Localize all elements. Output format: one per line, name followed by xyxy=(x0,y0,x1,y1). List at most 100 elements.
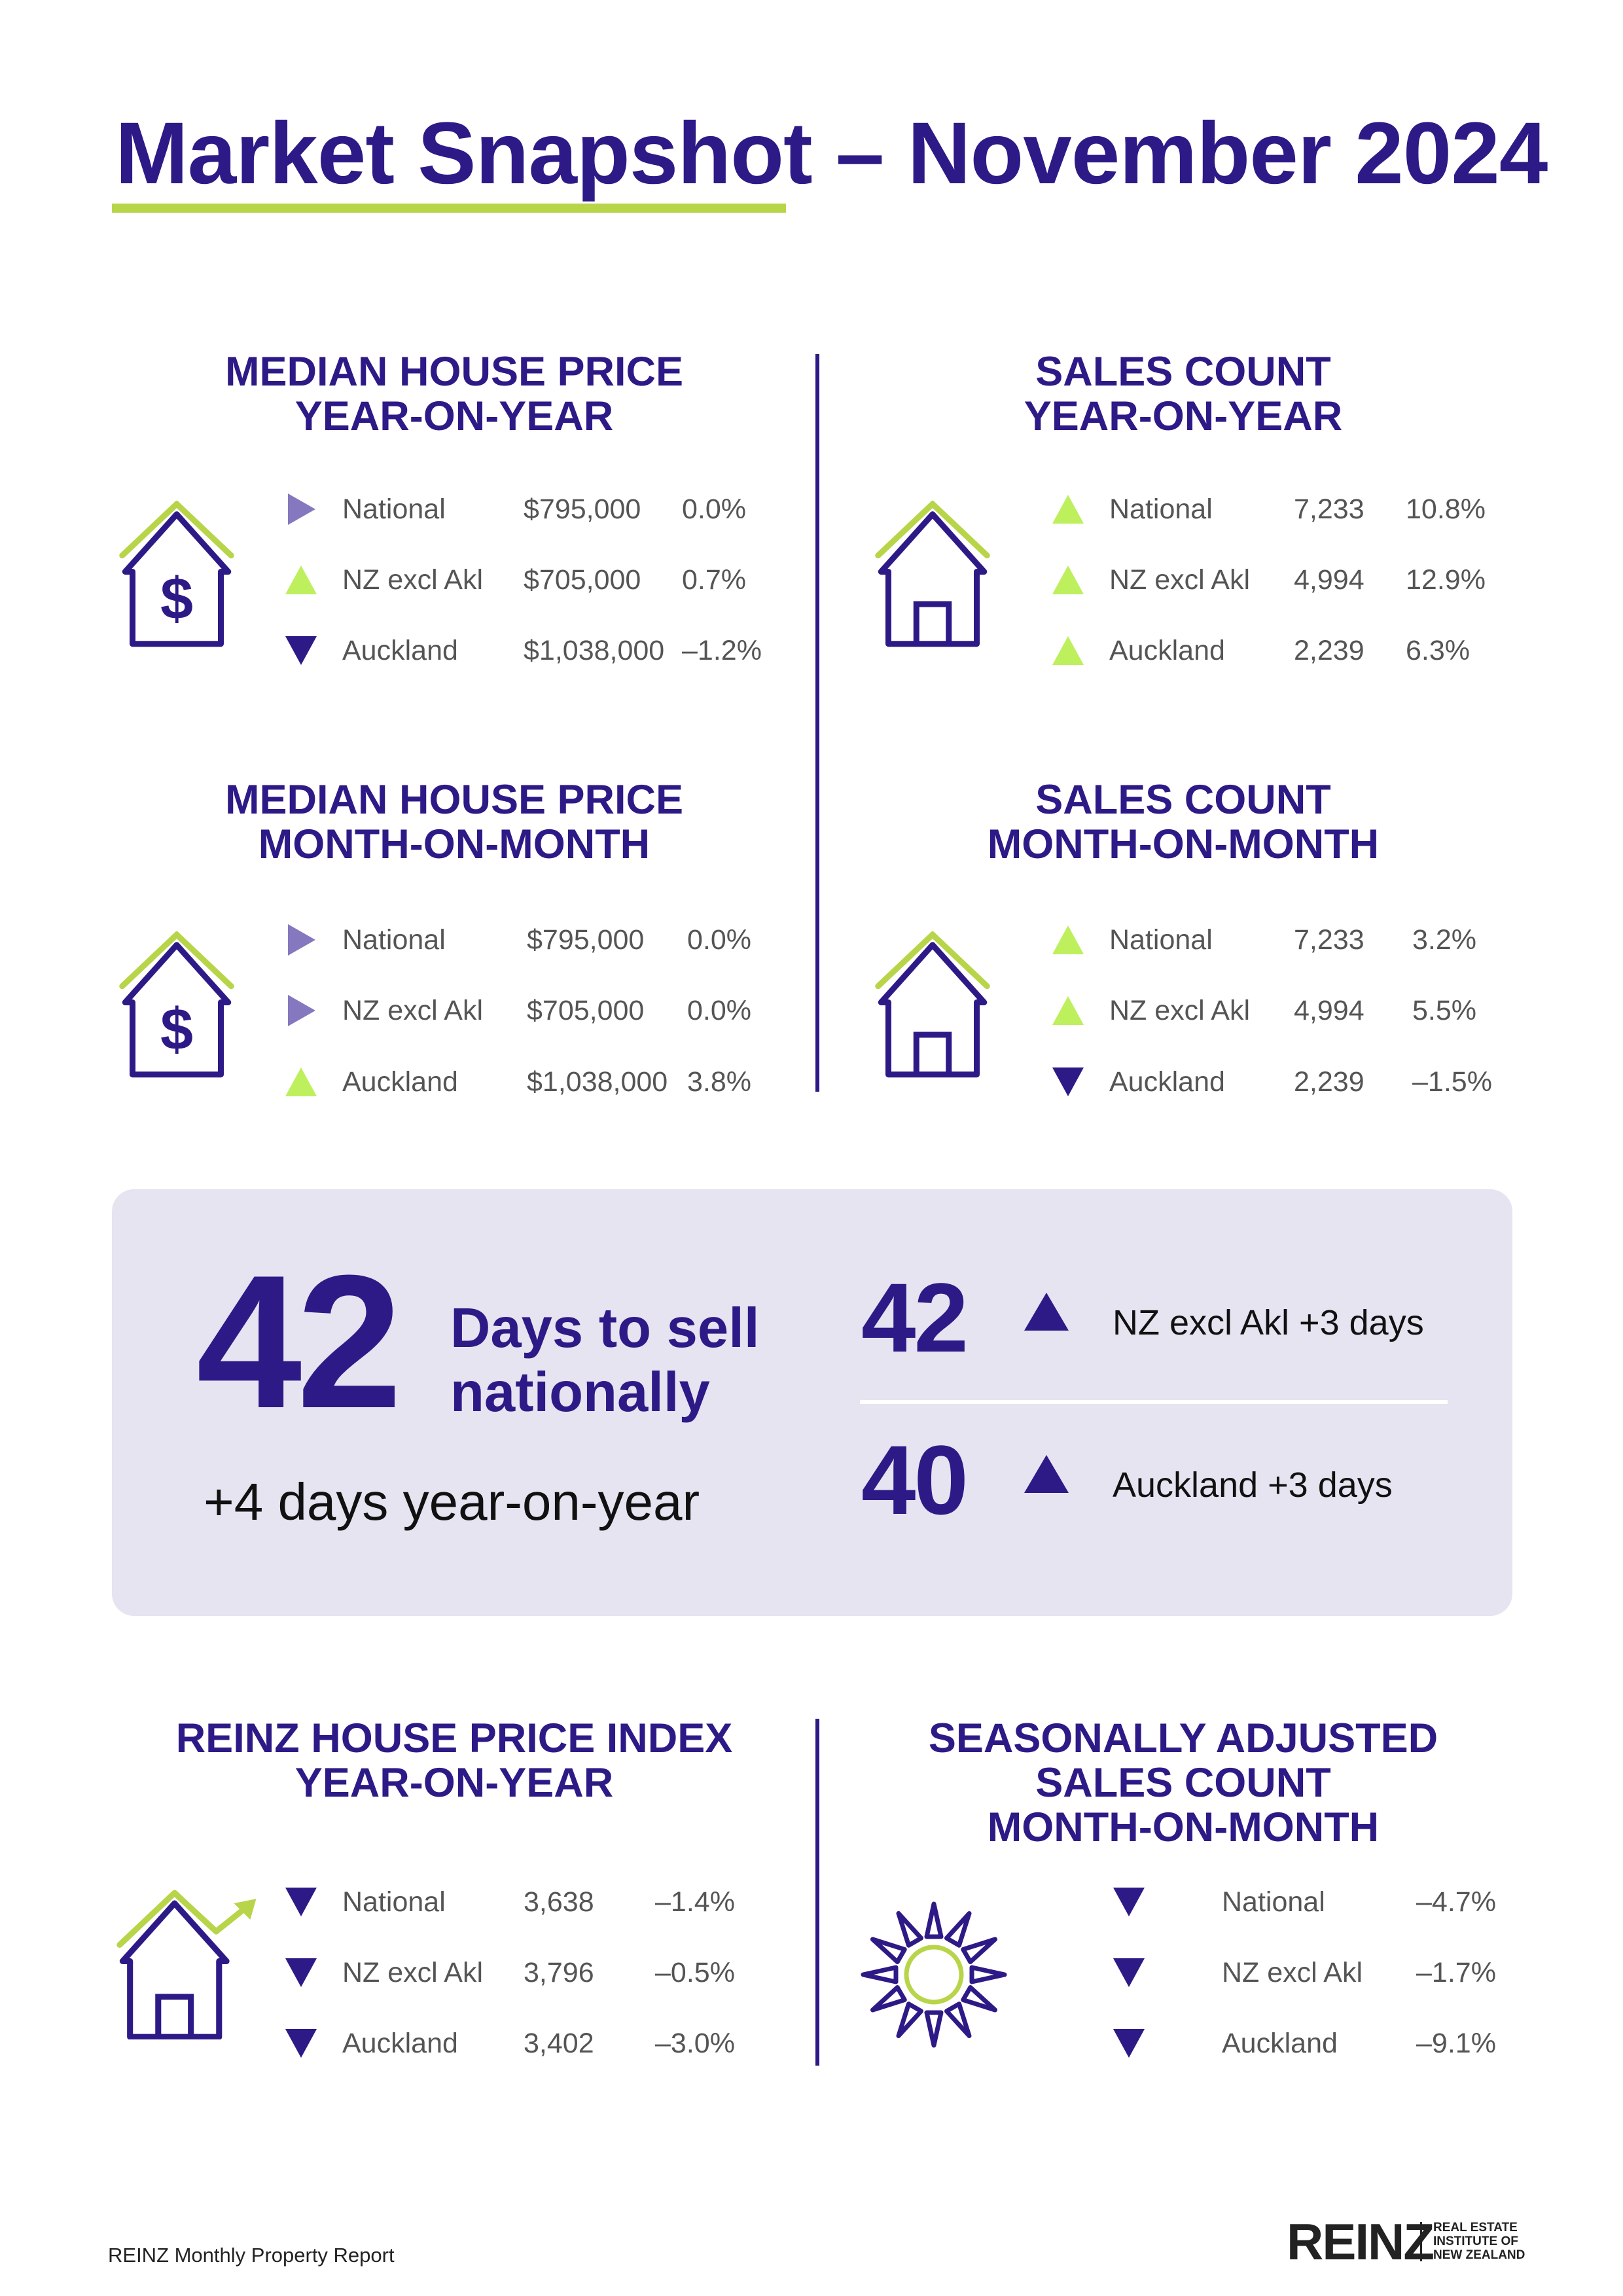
row-change: –1.4% xyxy=(655,1886,735,1918)
trend-up-icon xyxy=(1052,564,1084,596)
svg-text:$: $ xyxy=(160,997,193,1063)
section-heading: MEDIAN HOUSE PRICE xyxy=(224,349,684,395)
row-value: 3,402 xyxy=(524,2028,594,2059)
row-value: $1,038,000 xyxy=(527,1066,668,1098)
row-change: 10.8% xyxy=(1406,493,1486,525)
row-change: –3.0% xyxy=(655,2028,735,2059)
row-label: National xyxy=(342,924,446,956)
trend-up-icon xyxy=(1052,493,1084,526)
row-label: NZ excl Akl xyxy=(342,1957,484,1988)
section-heading: SALES COUNT xyxy=(1035,1760,1331,1806)
reinz-logo: REINZ xyxy=(1287,2213,1435,2270)
house-dollar-icon: $ xyxy=(118,930,236,1083)
section-heading: YEAR-ON-YEAR xyxy=(294,393,614,439)
row-value: $705,000 xyxy=(524,564,641,596)
section-heading: SALES COUNT xyxy=(1035,777,1331,823)
footer-text: REINZ Monthly Property Report xyxy=(108,2244,395,2267)
region-days-value: 42 xyxy=(861,1263,969,1372)
title-underline xyxy=(112,204,786,213)
row-change: 0.0% xyxy=(687,995,752,1026)
row-label: National xyxy=(342,493,446,525)
row-label: Auckland xyxy=(1109,635,1225,666)
trend-down-icon xyxy=(1113,2027,1145,2060)
trend-flat-icon xyxy=(285,493,317,526)
row-label: National xyxy=(1109,924,1213,956)
row-value: $795,000 xyxy=(524,493,641,525)
trend-down-icon xyxy=(285,1886,317,1918)
trend-up-icon xyxy=(1052,924,1084,956)
logo-subtitle-line: NEW ZEALAND xyxy=(1433,2248,1525,2262)
trend-up-icon xyxy=(1052,994,1084,1027)
trend-up-icon xyxy=(1023,1454,1070,1498)
national-days-value: 42 xyxy=(196,1236,402,1448)
logo-subtitle: REAL ESTATE INSTITUTE OF NEW ZEALAND xyxy=(1433,2221,1525,2262)
section-heading: SALES COUNT xyxy=(1035,349,1331,395)
row-change: –1.2% xyxy=(682,635,762,666)
row-label: NZ excl Akl xyxy=(1222,1957,1363,1988)
region-days-label: NZ excl Akl +3 days xyxy=(1113,1303,1424,1342)
section-heading: MONTH-ON-MONTH xyxy=(258,821,651,867)
row-label: Auckland xyxy=(342,635,458,666)
trend-down-icon xyxy=(1113,1956,1145,1989)
panel-divider xyxy=(860,1400,1448,1404)
row-change: 0.0% xyxy=(687,924,752,956)
page-title: Market Snapshot – November 2024 xyxy=(115,105,1548,202)
section-heading: YEAR-ON-YEAR xyxy=(294,1760,614,1806)
region-days-label: Auckland +3 days xyxy=(1113,1465,1393,1505)
row-change: 3.8% xyxy=(687,1066,752,1098)
row-change: 12.9% xyxy=(1406,564,1486,596)
trend-down-icon xyxy=(285,2027,317,2060)
row-value: 4,994 xyxy=(1294,564,1364,596)
row-label: Auckland xyxy=(1222,2028,1338,2059)
row-change: 0.0% xyxy=(682,493,747,525)
logo-divider xyxy=(1420,2222,1422,2261)
row-label: National xyxy=(1222,1886,1325,1918)
section-heading: MONTH-ON-MONTH xyxy=(987,821,1380,867)
row-value: 4,994 xyxy=(1294,995,1364,1026)
row-value: 3,638 xyxy=(524,1886,594,1918)
row-value: 3,796 xyxy=(524,1957,594,1988)
row-change: –1.5% xyxy=(1412,1066,1492,1098)
row-label: Auckland xyxy=(342,1066,458,1098)
row-change: 3.2% xyxy=(1412,924,1477,956)
section-heading: REINZ HOUSE PRICE INDEX xyxy=(175,1715,733,1761)
row-value: 2,239 xyxy=(1294,1066,1364,1098)
row-change: –1.7% xyxy=(1416,1957,1496,1988)
trend-down-icon xyxy=(1052,1066,1084,1098)
row-value: 7,233 xyxy=(1294,493,1364,525)
house-icon xyxy=(874,930,991,1083)
column-divider xyxy=(815,354,819,1092)
logo-subtitle-line: INSTITUTE OF xyxy=(1433,2234,1518,2248)
row-value: $795,000 xyxy=(527,924,645,956)
row-value: 2,239 xyxy=(1294,635,1364,666)
section-heading: MEDIAN HOUSE PRICE xyxy=(224,777,684,823)
row-label: NZ excl Akl xyxy=(1109,564,1251,596)
region-days-value: 40 xyxy=(861,1425,969,1535)
row-change: –0.5% xyxy=(655,1957,735,1988)
trend-up-icon xyxy=(1052,634,1084,667)
trend-down-icon xyxy=(285,634,317,667)
national-days-change: +4 days year-on-year xyxy=(204,1473,700,1531)
house-dollar-icon: $ xyxy=(118,499,236,652)
trend-down-icon xyxy=(1113,1886,1145,1918)
days-to-sell-label: nationally xyxy=(450,1361,710,1424)
row-change: 0.7% xyxy=(682,564,747,596)
row-label: NZ excl Akl xyxy=(1109,995,1251,1026)
house-price-index-icon xyxy=(115,1889,259,2043)
trend-up-icon xyxy=(1023,1291,1070,1335)
row-change: 5.5% xyxy=(1412,995,1477,1026)
row-label: National xyxy=(1109,493,1213,525)
row-value: $705,000 xyxy=(527,995,645,1026)
section-heading: YEAR-ON-YEAR xyxy=(1024,393,1343,439)
trend-up-icon xyxy=(285,564,317,596)
column-divider xyxy=(815,1719,819,2066)
row-label: National xyxy=(342,1886,446,1918)
sun-icon xyxy=(855,1896,1012,2056)
trend-flat-icon xyxy=(285,994,317,1027)
section-heading: SEASONALLY ADJUSTED xyxy=(928,1715,1438,1761)
row-change: –9.1% xyxy=(1416,2028,1496,2059)
trend-flat-icon xyxy=(285,924,317,956)
row-label: NZ excl Akl xyxy=(342,564,484,596)
trend-down-icon xyxy=(285,1956,317,1989)
row-label: Auckland xyxy=(342,2028,458,2059)
